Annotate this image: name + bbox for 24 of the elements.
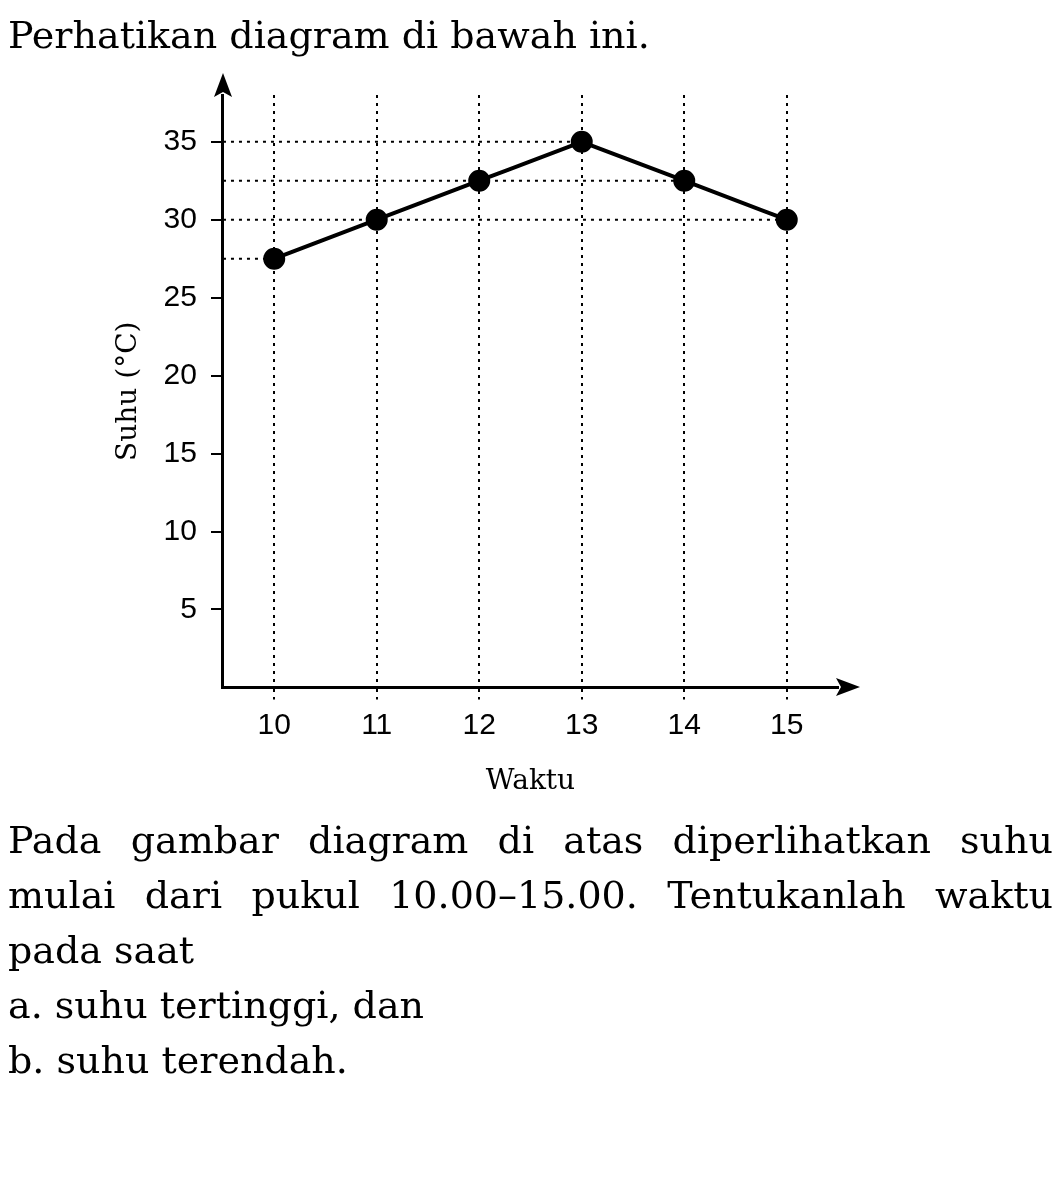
y-tick-label: 15 [163, 434, 197, 468]
y-axis-title: Suhu (°C) [110, 321, 144, 462]
x-tick-label: 11 [361, 706, 393, 740]
x-tick-label: 14 [667, 706, 701, 740]
y-tick-label: 35 [163, 123, 197, 157]
y-tick-label: 10 [163, 512, 197, 546]
y-tick-label: 20 [163, 356, 197, 390]
chart-title: Perhatikan diagram di bawah ini. [8, 12, 651, 59]
point [775, 208, 798, 231]
y-tick-label: 30 [163, 201, 197, 235]
point [365, 208, 388, 231]
x-tick-label: 12 [462, 706, 496, 740]
x-axis-title: Waktu [485, 763, 576, 797]
x-tick-label: 15 [770, 706, 804, 740]
x-tick-label: 10 [257, 706, 291, 740]
text: b. suhu terendah. [8, 1037, 349, 1085]
y-tick-label: 25 [163, 279, 197, 313]
point [468, 169, 491, 192]
text: a. suhu tertinggi, dan [8, 982, 426, 1030]
x-tick-label: 13 [565, 706, 599, 740]
y-tick-label: 5 [180, 590, 197, 624]
point [263, 247, 286, 270]
point [570, 130, 593, 153]
point [673, 169, 696, 192]
